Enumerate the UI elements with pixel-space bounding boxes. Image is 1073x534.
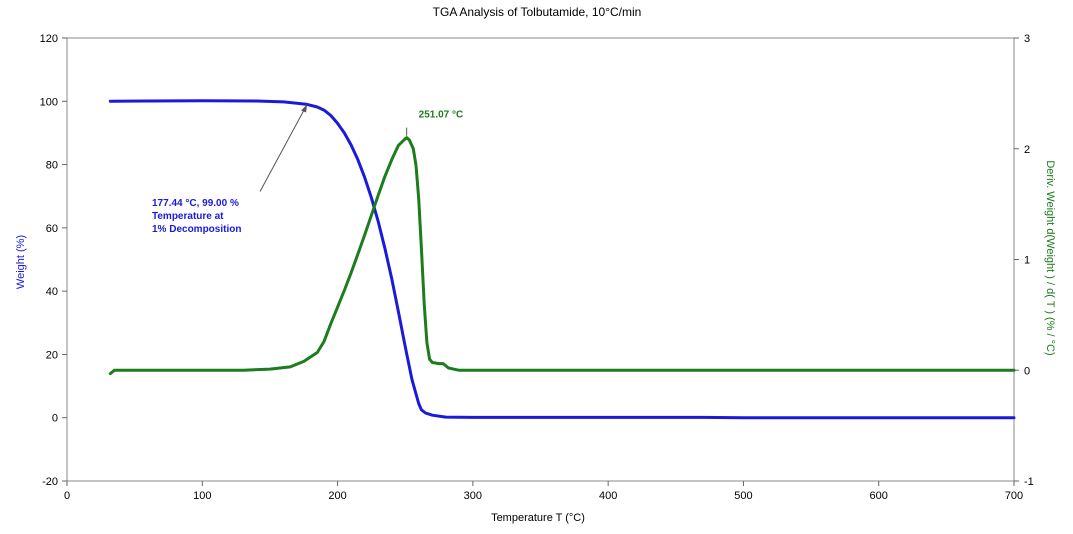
y-tick-label: -20 [42, 476, 58, 488]
y2-tick-label: -1 [1024, 476, 1034, 488]
y-tick-label: 40 [46, 286, 58, 298]
y-tick-label: 20 [46, 349, 58, 361]
annotation-arrowhead [301, 104, 308, 113]
weight-annotation-label: Temperature at [152, 211, 224, 222]
x-axis-title: Temperature T (°C) [491, 512, 585, 524]
x-axis: 0 100 200 300 400 500 600 700 [64, 481, 1023, 502]
y-tick-label: 0 [52, 413, 58, 425]
series-layer [108, 99, 1016, 420]
peak-annotation-label: 251.07 °C [419, 110, 464, 121]
x-tick-label: 400 [599, 490, 617, 502]
y2-axis-title: Deriv. Weight d(Weight ) / d( T ) (% / °… [1044, 160, 1056, 355]
y-tick-label: 80 [46, 160, 58, 172]
y-axis-title: Weight (%) [15, 235, 27, 289]
weight-series-line [108, 99, 1016, 420]
y-tick-label: 100 [40, 96, 58, 108]
chart-title: TGA Analysis of Tolbutamide, 10°C/min [433, 5, 642, 19]
deriv-series-line [108, 136, 1016, 376]
annotation-layer: 177.44 °C, 99.00 % Temperature at 1% Decom… [152, 104, 463, 235]
weight-annotation-label: 177.44 °C, 99.00 % [152, 198, 239, 209]
x-tick-label: 200 [328, 490, 346, 502]
y2-tick-label: 1 [1024, 255, 1030, 267]
y2-tick-label: 3 [1024, 33, 1030, 45]
y-tick-label: 120 [40, 33, 58, 45]
annotation-arrow [259, 104, 308, 192]
plot-frame [66, 37, 1015, 482]
y-axis-right: -1 0 1 2 3 [1014, 33, 1034, 488]
x-tick-label: 0 [64, 490, 70, 502]
x-tick-label: 300 [464, 490, 482, 502]
x-tick-label: 100 [193, 490, 211, 502]
x-tick-label: 700 [1005, 490, 1023, 502]
y2-tick-label: 2 [1024, 144, 1030, 156]
y2-tick-label: 0 [1024, 365, 1030, 377]
y-tick-label: 60 [46, 223, 58, 235]
y-axis-left: -20 0 20 40 60 80 100 120 [40, 33, 67, 488]
x-tick-label: 600 [870, 490, 888, 502]
weight-annotation-label: 1% Decomposition [152, 224, 241, 235]
x-tick-label: 500 [734, 490, 752, 502]
